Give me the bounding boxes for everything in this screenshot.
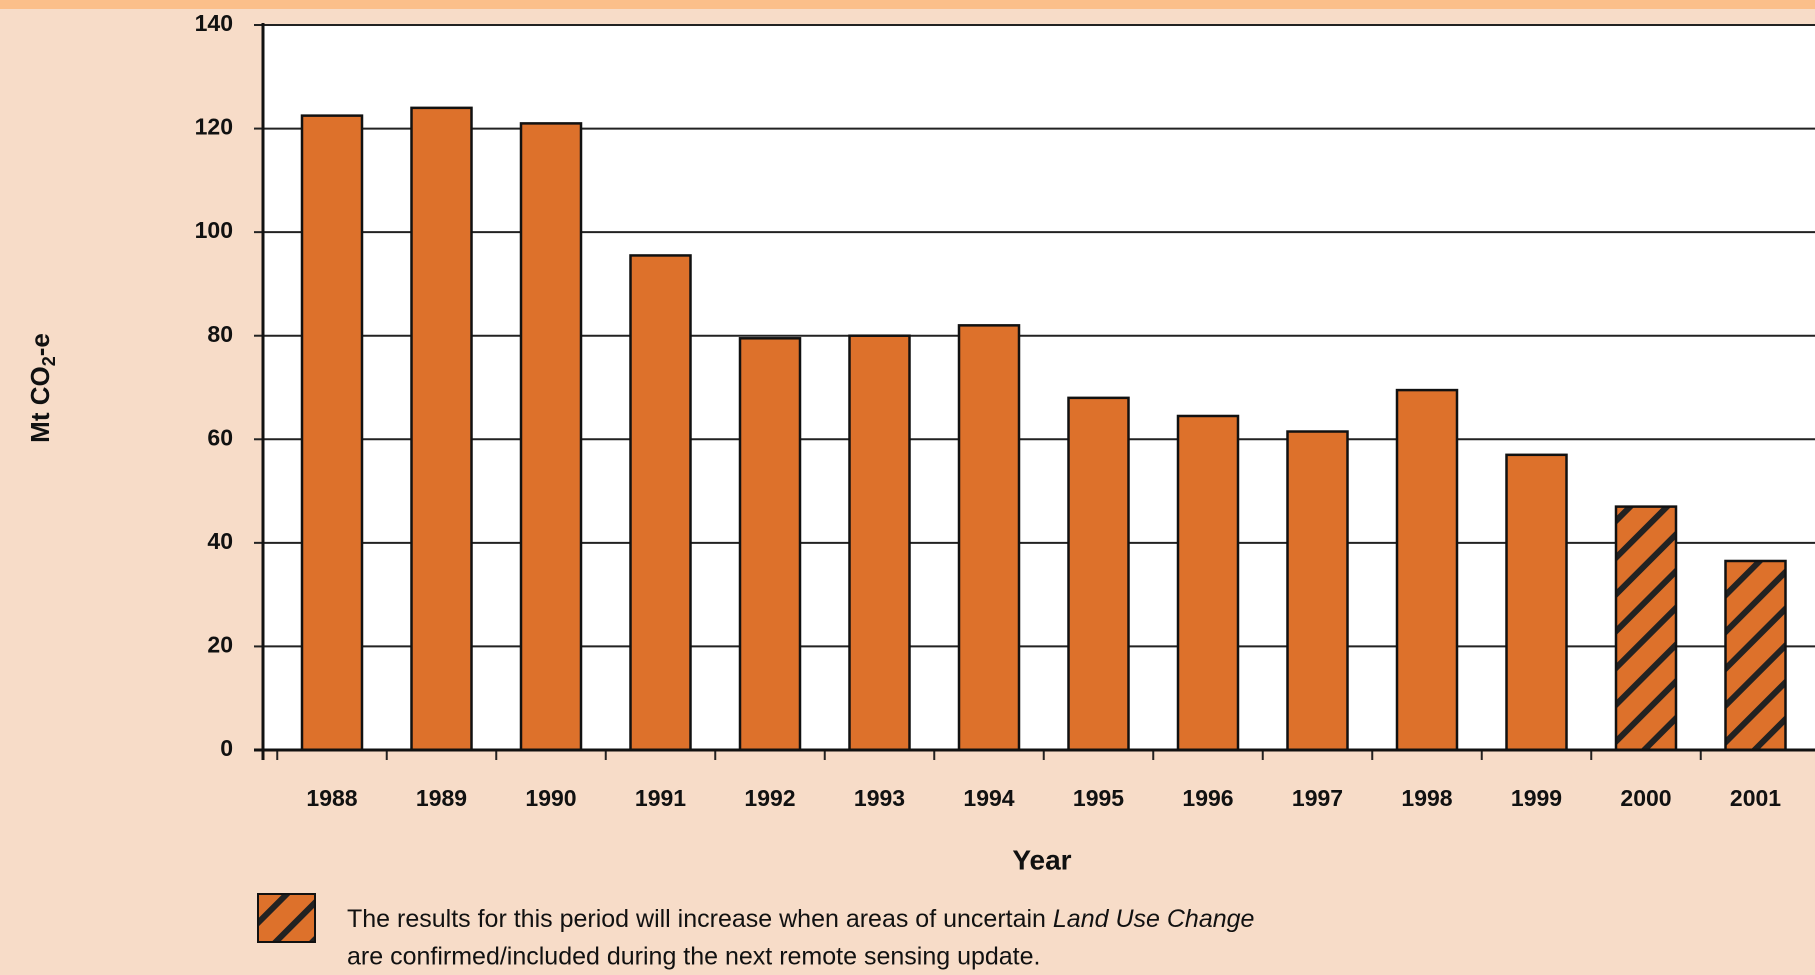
- bar: [1505, 453, 1568, 752]
- bar: [410, 106, 473, 752]
- note-part: The results for this period will increas…: [347, 905, 1053, 933]
- note-italic: Land Use Change: [1053, 905, 1255, 933]
- bar: [957, 324, 1021, 752]
- bar: [1067, 396, 1130, 752]
- x-tick-label: 1996: [1182, 785, 1233, 811]
- y-label-sub: 2: [39, 356, 59, 366]
- x-tick-label: 1995: [1073, 785, 1124, 811]
- bar: [738, 337, 802, 752]
- bar: [1286, 430, 1349, 752]
- legend-text: The results for this period will increas…: [347, 905, 1254, 933]
- bar: [1614, 505, 1678, 752]
- legend-swatch: [257, 893, 316, 943]
- y-label-part: -e: [25, 333, 55, 356]
- y-tick-label: 100: [195, 217, 233, 243]
- y-label-part: Mt CO: [25, 366, 55, 443]
- y-tick-label: 0: [220, 735, 233, 761]
- bar: [1724, 559, 1787, 752]
- x-tick-label: 1999: [1511, 785, 1562, 811]
- plot-area: [263, 25, 1815, 750]
- x-tick-label: 1991: [635, 785, 686, 811]
- x-axis-label: Year: [1012, 844, 1071, 875]
- x-tick-label: 1989: [416, 785, 467, 811]
- bar: [300, 114, 364, 752]
- x-tick-label: 1988: [306, 785, 357, 811]
- bar: [629, 254, 692, 752]
- bar: [1395, 388, 1459, 752]
- y-tick-label: 80: [207, 321, 233, 347]
- bar: [519, 122, 583, 752]
- legend-text: are confirmed/included during the next r…: [347, 943, 1040, 971]
- x-tick-label: 1994: [963, 785, 1014, 811]
- x-tick-label: 1998: [1401, 785, 1452, 811]
- x-tick-label: 1990: [525, 785, 576, 811]
- x-tick-label: 1993: [854, 785, 905, 811]
- x-tick-label: 1992: [744, 785, 795, 811]
- x-tick-label: 1997: [1292, 785, 1343, 811]
- x-tick-label: 2001: [1730, 785, 1781, 811]
- y-tick-label: 140: [195, 10, 233, 36]
- y-tick-label: 20: [207, 632, 233, 658]
- y-tick-label: 60: [207, 424, 233, 450]
- top-strip: [0, 0, 1815, 9]
- x-tick-label: 2000: [1620, 785, 1671, 811]
- y-axis-label: Mt CO2-e: [25, 333, 59, 443]
- y-tick-label: 120: [195, 114, 233, 140]
- bar: [848, 334, 911, 752]
- bar: [1176, 414, 1240, 752]
- y-tick-label: 40: [207, 528, 233, 554]
